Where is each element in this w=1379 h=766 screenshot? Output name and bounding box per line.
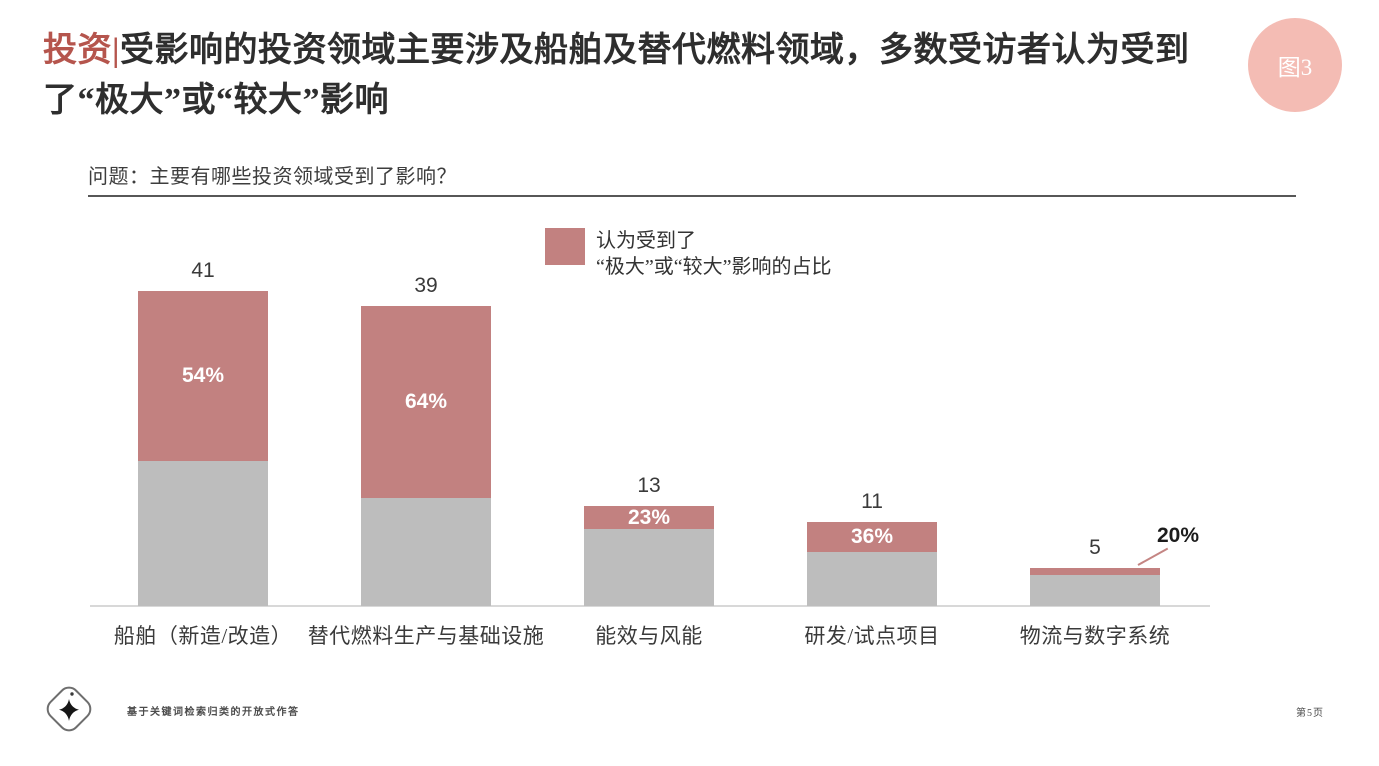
title-separator: | xyxy=(112,32,120,69)
legend-label-line2: “极大”或“较大”影响的占比 xyxy=(596,256,832,278)
question-text: 问题：主要有哪些投资领域受到了影响？ xyxy=(88,166,457,188)
legend-swatch xyxy=(545,228,585,265)
bar-segment-highlight xyxy=(584,506,714,530)
bar-segment-highlight xyxy=(138,291,268,462)
bar-percent-label: 64% xyxy=(404,390,448,414)
bar-segment-highlight xyxy=(361,306,491,499)
category-label: 替代燃料生产与基础设施 xyxy=(307,624,545,648)
bar-total-label: 41 xyxy=(191,259,215,283)
bar-segment-base xyxy=(361,498,491,606)
bar-percent-callout-label: 20% xyxy=(1157,523,1200,547)
bar-segment-base xyxy=(138,461,268,606)
bar-segment-base xyxy=(807,551,937,606)
divider-line xyxy=(88,195,1296,197)
category-label: 物流与数字系统 xyxy=(1019,624,1171,648)
x-axis-line xyxy=(90,605,1210,607)
page-title: 投资|受影响的投资领域主要涉及船舶及替代燃料领域，多数受访者认为受到了“极大”或… xyxy=(43,26,1235,125)
legend-label: 认为受到了 “极大”或“较大”影响的占比 xyxy=(596,228,832,280)
bar-total-label: 13 xyxy=(637,474,661,498)
bar-total-label: 11 xyxy=(861,489,883,513)
legend-label-line1: 认为受到了 xyxy=(596,230,696,252)
category-label: 能效与风能 xyxy=(595,624,703,648)
bar-segment-highlight xyxy=(1030,567,1160,576)
category-label: 研发/试点项目 xyxy=(804,624,940,648)
bar-segment-base xyxy=(1030,575,1160,606)
bar-segment-base xyxy=(584,529,714,606)
callout-line xyxy=(1137,547,1169,566)
page-number: 第5页 xyxy=(1296,708,1324,719)
title-text: 受影响的投资领域主要涉及船舶及替代燃料领域，多数受访者认为受到了“极大”或“较大… xyxy=(43,32,1190,119)
bar-percent-label: 36% xyxy=(850,524,894,548)
bar-total-label: 5 xyxy=(1089,535,1101,559)
title-accent: 投资 xyxy=(43,32,112,69)
bar-total-label: 39 xyxy=(414,274,438,298)
footer-note: 基于关键词检索归类的开放式作答 xyxy=(127,707,300,718)
bar-segment-highlight xyxy=(807,521,937,552)
bar-percent-label: 23% xyxy=(627,505,671,529)
figure-number-badge: 图3 xyxy=(1248,18,1342,112)
category-label: 船舶（新造/改造） xyxy=(113,624,293,648)
bar-percent-label: 54% xyxy=(181,364,225,388)
chart-legend: 认为受到了 “极大”或“较大”影响的占比 xyxy=(545,228,832,280)
sparkle-diamond-logo-icon xyxy=(46,686,92,732)
